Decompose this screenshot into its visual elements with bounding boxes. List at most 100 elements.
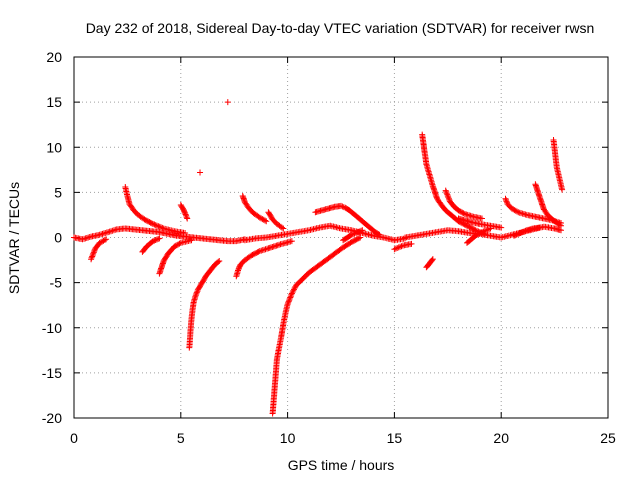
- series-arc-4.0h: [156, 237, 195, 277]
- data-point: [176, 240, 183, 247]
- series-arc-18.5h: [464, 225, 494, 246]
- data-point: [197, 169, 204, 176]
- series-arc-0.9h: [88, 236, 110, 263]
- x-tick-label: 15: [387, 430, 403, 446]
- data-point: [358, 227, 365, 234]
- data-point: [498, 224, 505, 231]
- data-point: [290, 287, 297, 294]
- x-tick-label: 0: [70, 430, 78, 446]
- chart-title: Day 232 of 2018, Sidereal Day-to-day VTE…: [86, 20, 595, 36]
- data-point: [100, 237, 107, 244]
- data-point: [101, 237, 108, 243]
- data-point: [291, 286, 297, 293]
- data-point: [459, 209, 466, 216]
- data-point: [376, 231, 383, 238]
- series-outlier-7: [197, 169, 204, 176]
- x-tick-label: 20: [493, 430, 509, 446]
- data-point: [216, 257, 223, 264]
- data-point: [260, 216, 267, 223]
- series-dip-16.6h: [423, 256, 436, 271]
- data-point: [443, 190, 450, 197]
- series-arc-5.0h: [177, 202, 191, 222]
- data-point: [357, 234, 364, 241]
- y-tick-label: 5: [54, 184, 62, 200]
- data-point: [556, 221, 563, 228]
- data-point: [215, 258, 222, 265]
- data-point: [487, 225, 494, 232]
- data-point: [514, 208, 520, 215]
- data-points: [71, 99, 566, 417]
- data-point: [408, 240, 415, 247]
- data-point: [96, 239, 103, 246]
- data-point: [155, 223, 162, 230]
- data-point: [151, 221, 158, 228]
- data-point: [288, 290, 295, 297]
- data-point: [471, 226, 478, 233]
- data-point: [391, 246, 398, 253]
- data-point: [151, 237, 158, 244]
- data-point: [255, 248, 262, 255]
- data-point: [395, 244, 402, 251]
- data-point: [512, 232, 519, 239]
- data-point: [558, 222, 565, 229]
- series-hump-11.5h: [312, 202, 383, 238]
- data-point: [279, 224, 285, 231]
- data-point: [356, 228, 363, 235]
- series-dip-5.3h: [186, 257, 223, 351]
- data-point: [184, 215, 191, 222]
- series-arc-2.4h: [122, 184, 189, 236]
- data-point: [350, 231, 357, 238]
- data-point: [356, 235, 362, 242]
- data-point: [484, 226, 491, 233]
- data-point: [512, 207, 519, 214]
- data-point: [263, 218, 270, 225]
- series-arc-9.2h: [265, 209, 287, 232]
- data-point: [348, 231, 355, 238]
- y-tick-label: 0: [54, 230, 62, 246]
- data-point: [250, 251, 257, 258]
- series-outlier-15: [224, 99, 231, 106]
- data-point: [224, 99, 231, 106]
- data-point: [511, 207, 518, 214]
- series-arc-15.5h: [391, 240, 415, 253]
- data-point: [158, 224, 164, 231]
- x-tick-label: 5: [177, 430, 185, 446]
- data-point: [153, 236, 160, 243]
- data-point: [536, 224, 543, 231]
- data-point: [103, 236, 110, 243]
- series-arc-12.7h: [340, 227, 366, 244]
- grid: [74, 57, 608, 418]
- data-point: [288, 291, 295, 298]
- y-axis-label: SDTVAR / TECUs: [6, 182, 22, 294]
- data-point: [183, 214, 190, 221]
- data-point: [285, 299, 292, 306]
- data-point: [392, 245, 399, 252]
- x-tick-label: 25: [600, 430, 616, 446]
- data-point: [182, 229, 189, 236]
- data-point: [472, 227, 479, 234]
- series-arc-7.9h: [239, 193, 270, 225]
- y-tick-label: -15: [42, 365, 62, 381]
- series-arc-21.0h: [511, 224, 543, 239]
- series-dip-9.3h: [269, 234, 364, 417]
- data-point: [559, 186, 566, 193]
- series-arc-3.3h: [139, 235, 163, 255]
- y-tick-label: 10: [46, 139, 62, 155]
- data-point: [258, 215, 265, 222]
- data-point: [188, 237, 195, 244]
- series-arc-21.6h: [532, 181, 565, 229]
- data-point: [479, 229, 485, 236]
- data-point: [398, 243, 405, 250]
- data-point: [480, 228, 487, 235]
- y-tick-label: -5: [50, 275, 63, 291]
- data-point: [375, 231, 382, 238]
- data-point: [183, 212, 190, 219]
- data-point: [460, 210, 467, 217]
- data-point: [429, 257, 436, 264]
- series-spike-16.3h: [419, 131, 488, 237]
- data-point: [291, 285, 298, 291]
- data-point: [503, 198, 510, 205]
- series-baseline-early: [71, 225, 248, 245]
- data-point: [171, 243, 178, 250]
